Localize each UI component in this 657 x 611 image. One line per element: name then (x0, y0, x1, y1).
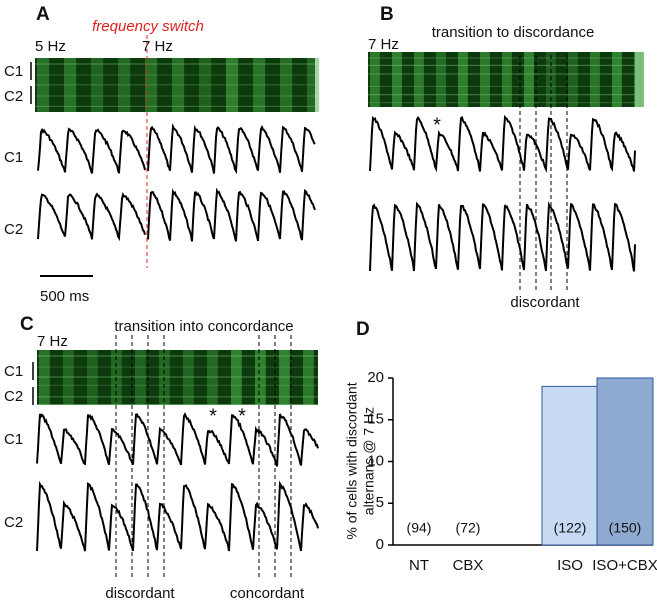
linescan-band (39, 350, 50, 405)
linescan-band (145, 58, 158, 112)
y-tick-label: 20 (367, 369, 384, 386)
n-label: (150) (609, 520, 642, 536)
region-label: discordant (105, 585, 175, 602)
y-tick-label: 10 (367, 452, 384, 469)
panel-letter: B (380, 4, 394, 25)
region-label: concordant (230, 585, 305, 602)
x-tick-label: ISO (557, 557, 583, 574)
panel-letter: A (36, 4, 50, 25)
linescan-band (253, 58, 266, 112)
linescan-band (458, 52, 468, 107)
strip-label: C2 (4, 388, 23, 405)
trace (37, 192, 146, 242)
linescan-band (118, 58, 131, 112)
y-tick-label: 5 (376, 494, 384, 511)
trace-label: C1 (4, 149, 23, 166)
y-tick-label: 15 (367, 411, 384, 428)
linescan-band (37, 58, 50, 112)
linescan-band (524, 52, 534, 107)
linescan-band (87, 350, 98, 405)
rate-label: 7 Hz (37, 333, 68, 350)
linescan-band (231, 350, 242, 405)
marker: * (433, 114, 441, 136)
trace-label: C1 (4, 431, 23, 448)
linescan-band (436, 52, 446, 107)
linescan-band (279, 350, 290, 405)
strip-label: C1 (4, 363, 23, 380)
linescan-band (303, 350, 314, 405)
linescan-band (590, 52, 600, 107)
y-tick-label: 0 (376, 536, 384, 553)
annotation: frequency switch (92, 18, 204, 35)
strip-label: C1 (4, 63, 23, 80)
scale-label: 500 ms (40, 288, 89, 305)
n-label: (72) (456, 520, 481, 536)
bar (596, 377, 654, 546)
panel-letter: C (20, 314, 34, 335)
marker: * (209, 405, 217, 427)
trace (369, 114, 636, 174)
linescan-band (91, 58, 104, 112)
linescan-band (226, 58, 239, 112)
trace-label: C2 (4, 221, 23, 238)
linescan-band (370, 52, 380, 107)
trace (36, 412, 319, 467)
trace (37, 127, 146, 174)
linescan-band (502, 52, 512, 107)
x-tick-label: NT (409, 557, 429, 574)
y-axis-label: alternans @ 7 Hz (361, 407, 377, 515)
panel-letter: D (356, 319, 370, 340)
linescan-band (63, 350, 74, 405)
x-tick-label: CBX (453, 557, 484, 574)
linescan-band (307, 58, 320, 112)
linescan-band (568, 52, 578, 107)
linescan-band (64, 58, 77, 112)
n-label: (122) (554, 520, 587, 536)
linescan-band (135, 350, 146, 405)
linescan-band (612, 52, 622, 107)
y-axis-label: % of cells with discordant (344, 382, 360, 539)
linescan-band (172, 58, 185, 112)
panel-title: transition to discordance (432, 24, 595, 41)
n-label: (94) (407, 520, 432, 536)
panel-title: transition into concordance (114, 318, 293, 335)
linescan-band (280, 58, 293, 112)
trace (147, 187, 316, 242)
bar (541, 385, 599, 546)
linescan-band (183, 350, 194, 405)
trace-label: C2 (4, 514, 23, 531)
linescan-band (199, 58, 212, 112)
rate-label: 5 Hz (35, 38, 66, 55)
rate-label: 7 Hz (142, 38, 173, 55)
trace (36, 480, 319, 552)
linescan-band (634, 52, 644, 107)
linescan-band (392, 52, 402, 107)
trace (147, 122, 316, 175)
rate-label: 7 Hz (368, 36, 399, 53)
trace (369, 201, 636, 272)
region-label: discordant (510, 294, 580, 311)
linescan-image (37, 350, 318, 405)
x-tick-label: ISO+CBX (592, 557, 657, 574)
linescan-band (480, 52, 490, 107)
linescan-band (207, 350, 218, 405)
strip-label: C2 (4, 88, 23, 105)
marker: * (238, 405, 246, 427)
linescan-band (255, 350, 266, 405)
linescan-band (414, 52, 424, 107)
